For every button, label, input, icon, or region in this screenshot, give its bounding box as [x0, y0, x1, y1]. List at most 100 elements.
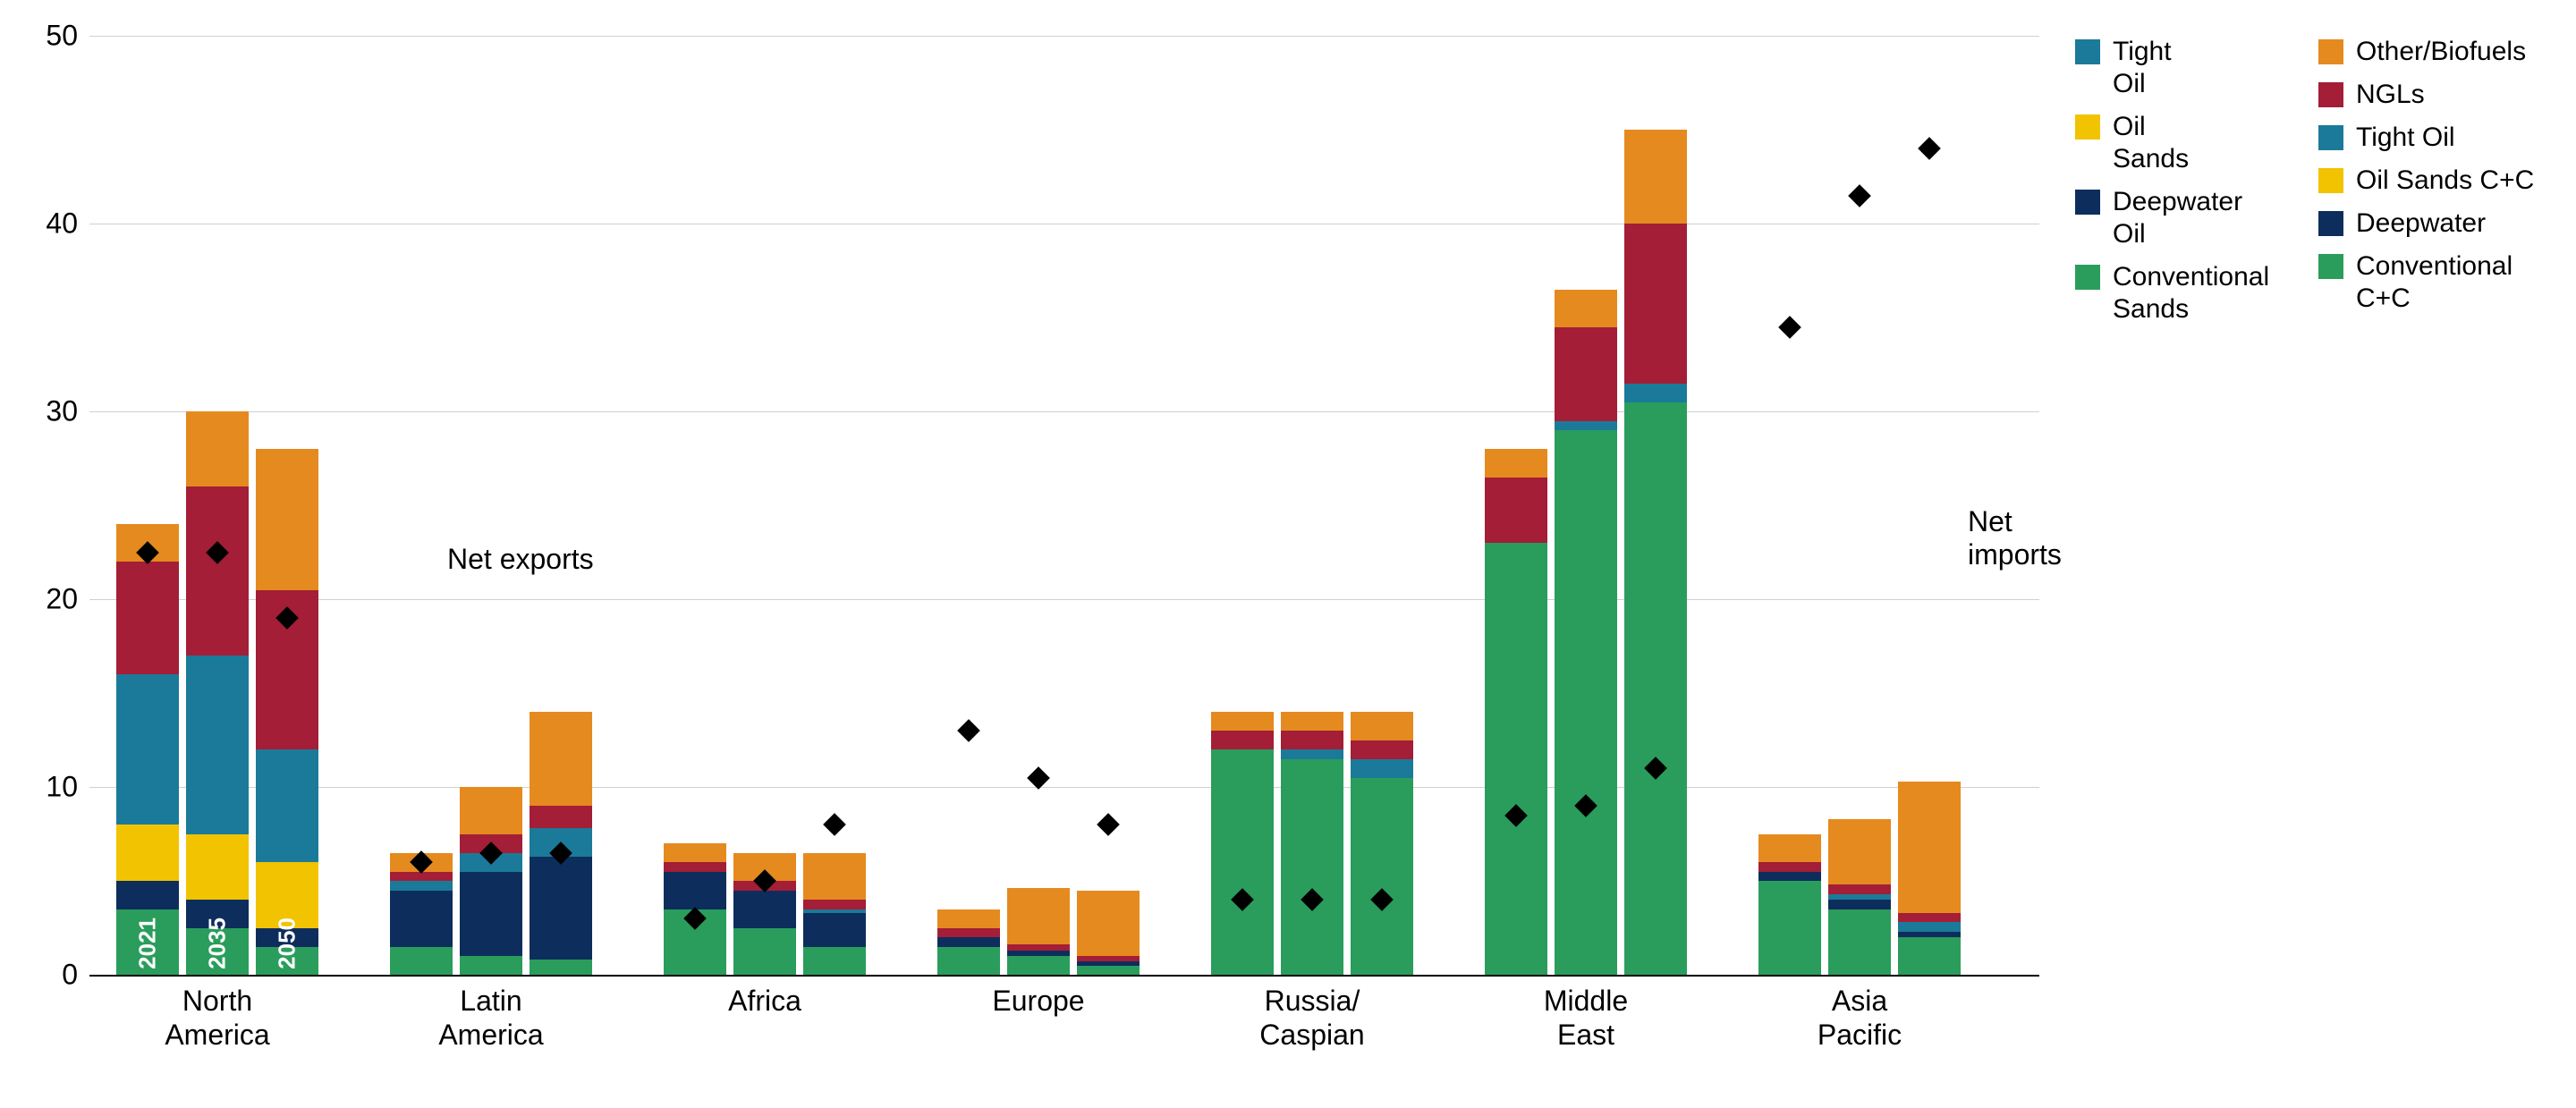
y-tick: 20 — [24, 583, 78, 616]
region-group — [390, 36, 592, 975]
x-label: MiddleEast — [1485, 984, 1687, 1053]
legend-swatch — [2075, 265, 2100, 290]
segment-other_biofuels — [1211, 712, 1274, 731]
segment-ngls — [803, 900, 866, 909]
segment-other_biofuels — [1007, 888, 1070, 944]
x-label: NorthAmerica — [116, 984, 318, 1053]
segment-tight_oil — [1555, 421, 1617, 431]
segment-ngls — [664, 862, 726, 872]
segment-ngls — [937, 928, 1000, 938]
legend-swatch — [2075, 190, 2100, 215]
legend-label: Oil Sands C+C — [2356, 165, 2535, 197]
region-group — [1211, 36, 1413, 975]
demand-marker — [823, 813, 845, 835]
y-tick: 40 — [24, 207, 78, 241]
segment-conventional — [733, 928, 796, 976]
legend-item: Conventional C+C — [2318, 250, 2535, 315]
legend-item: OilSands — [2075, 111, 2292, 175]
segment-ngls — [1624, 224, 1687, 384]
segment-conventional — [937, 947, 1000, 976]
segment-conventional — [460, 956, 522, 975]
segment-deepwater — [1828, 900, 1891, 909]
segment-other_biofuels — [530, 712, 592, 806]
segment-conventional — [1624, 402, 1687, 976]
y-tick: 10 — [24, 771, 78, 804]
segment-other_biofuels — [256, 449, 318, 590]
segment-ngls — [1898, 913, 1961, 923]
segment-ngls — [1281, 731, 1343, 749]
region-group — [937, 36, 1140, 975]
segment-ngls — [1758, 862, 1821, 872]
y-tick: 0 — [24, 959, 78, 992]
segment-ngls — [1828, 884, 1891, 894]
segment-conventional — [803, 947, 866, 976]
segment-oil_sands — [116, 825, 179, 881]
segment-deepwater — [1077, 961, 1140, 965]
legend-swatch — [2318, 211, 2343, 236]
segment-ngls — [530, 806, 592, 828]
x-label: AsiaPacific — [1758, 984, 1961, 1053]
legend-swatch — [2318, 254, 2343, 279]
segment-ngls — [116, 562, 179, 674]
segment-conventional — [1758, 881, 1821, 975]
legend-item: TightOil — [2075, 36, 2292, 100]
segment-deepwater — [530, 857, 592, 960]
demand-marker — [1848, 184, 1870, 207]
segment-conventional — [1898, 937, 1961, 975]
segment-deepwater — [1758, 872, 1821, 882]
segment-tight_oil — [803, 909, 866, 913]
legend-swatch — [2318, 82, 2343, 107]
demand-marker — [957, 719, 979, 741]
segment-deepwater — [116, 881, 179, 909]
x-label: Africa — [664, 984, 866, 1018]
y-tick: 30 — [24, 395, 78, 428]
y-axis: 01020304050 — [18, 36, 85, 975]
legend-item: DeepwaterOil — [2075, 186, 2292, 250]
legend-label: NGLs — [2356, 79, 2535, 111]
segment-ngls — [1485, 478, 1547, 544]
segment-other_biofuels — [460, 787, 522, 834]
legend: TightOil OilSands DeepwaterOil Conventional… — [2075, 36, 2576, 326]
segment-ngls — [1007, 944, 1070, 950]
segment-tight_oil — [116, 674, 179, 825]
segment-other_biofuels — [937, 909, 1000, 928]
segment-other_biofuels — [1828, 819, 1891, 885]
legend-label: DeepwaterOil — [2113, 186, 2292, 250]
region-group — [1758, 36, 1961, 975]
segment-deepwater — [1898, 932, 1961, 937]
demand-marker — [1097, 813, 1119, 835]
legend-label: OilSands — [2113, 111, 2292, 175]
segment-other_biofuels — [664, 843, 726, 862]
y-tick: 50 — [24, 20, 78, 53]
legend-swatch — [2318, 125, 2343, 150]
segment-deepwater — [390, 891, 453, 947]
segment-conventional — [1555, 430, 1617, 975]
segment-conventional — [1828, 909, 1891, 976]
segment-other_biofuels — [1485, 449, 1547, 478]
segment-conventional — [1485, 543, 1547, 975]
segment-ngls — [1351, 740, 1413, 759]
legend-swatch — [2075, 39, 2100, 64]
segment-tight_oil — [256, 749, 318, 862]
segment-deepwater — [664, 872, 726, 909]
year-label: 2035 — [204, 918, 232, 969]
segment-ngls — [186, 486, 249, 655]
segment-conventional — [1007, 956, 1070, 975]
legend-swatch — [2075, 114, 2100, 140]
segment-other_biofuels — [803, 853, 866, 901]
legend-label: Tight Oil — [2356, 122, 2535, 154]
segment-other_biofuels — [1555, 290, 1617, 327]
segment-conventional — [1351, 778, 1413, 976]
segment-other_biofuels — [1758, 834, 1821, 863]
legend-col-2: Other/Biofuels NGLs Tight Oil Oil Sands C+C… — [2318, 36, 2535, 326]
segment-tight_oil — [1828, 894, 1891, 900]
segment-conventional — [1281, 759, 1343, 976]
legend-label: Conventional C+C — [2356, 250, 2535, 315]
legend-item: Other/Biofuels — [2318, 36, 2535, 68]
region-group — [664, 36, 866, 975]
year-label: 2050 — [274, 918, 301, 969]
annotation: Net exports — [447, 543, 594, 576]
year-label: 2021 — [134, 918, 162, 969]
segment-deepwater — [937, 937, 1000, 947]
segment-oil_sands — [186, 834, 249, 901]
